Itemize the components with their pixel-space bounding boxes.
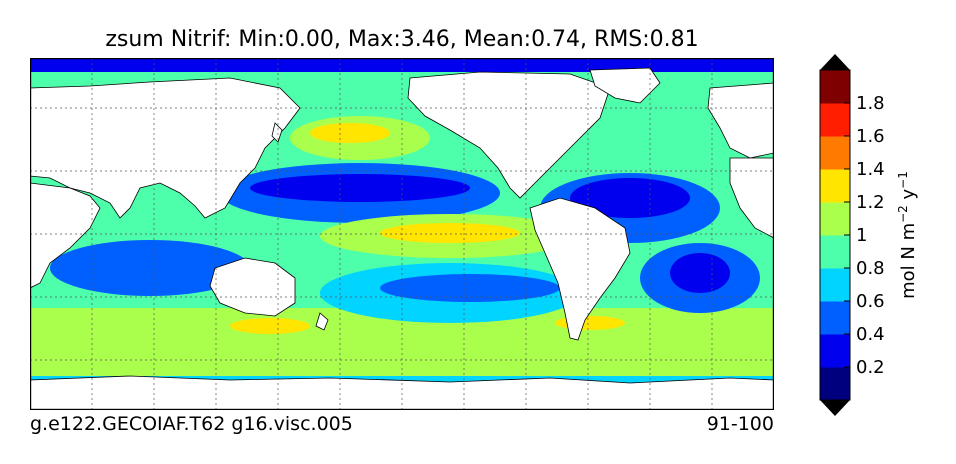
colorbar-swatch [820,70,850,104]
colorbar-extend-max [820,54,850,70]
ocean-map [30,58,774,410]
colorbar-swatch [820,202,850,236]
colorbar-swatch [820,136,850,170]
unit-mid: y [898,188,919,205]
colorbar-tick-label: 0.6 [856,291,885,312]
colorbar-tick-label: 1.2 [856,192,885,213]
land-australia [209,257,296,317]
colorbar-swatch [820,169,850,203]
south-atlantic-gyre-core [670,253,730,293]
years-label: 91-100 [706,413,774,435]
colorbar-tick-label: 0.8 [856,258,885,279]
land-japan [271,122,283,143]
colorbar-swatch [820,268,850,302]
southern-patch-2 [555,316,625,330]
case-name-label: g.e122.GECOIAF.T62 g16.visc.005 [30,413,353,435]
colorbar-extend-min [820,400,850,416]
land-north-america [407,71,611,199]
colorbar-tick-label: 1 [856,225,867,246]
land-south-america [529,197,631,341]
equatorial-pacific-core [380,223,520,243]
map-frame [30,58,774,410]
land-eurasia [30,77,301,219]
colorbar-swatch [820,334,850,368]
unit-main: mol N m [898,223,919,299]
colorbar-tick-label: 1.6 [856,126,885,147]
land-new-zealand [315,312,329,331]
southern-patch-1 [230,318,310,334]
colorbar-ticks: 0.2 0.4 0.6 0.8 1 1.2 1.4 1.6 1.8 [844,93,885,378]
colorbar: 0.2 0.4 0.6 0.8 1 1.2 1.4 1.6 1.8 mol N m−2 y−1 [819,54,919,416]
land-africa [30,182,101,289]
indian-ocean-gyre [50,240,250,296]
colorbar-swatch [820,301,850,335]
north-atlantic-gyre-core [570,178,690,218]
unit-exp1: −2 [896,205,910,223]
colorbar-swatch [820,103,850,137]
colorbar-tick-label: 1.8 [856,93,885,114]
colorbar-swatch [820,235,850,269]
map-gridlines [30,58,774,410]
colorbar-tick-label: 0.2 [856,357,885,378]
colorbar-unit-label: mol N m−2 y−1 [896,171,919,299]
colorbar-tick-label: 0.4 [856,324,885,345]
colorbar-swatch [820,367,850,401]
subpolar-pacific-core [310,123,390,143]
land-africa-right [729,157,774,239]
north-pacific-gyre-core [250,174,470,202]
south-pacific-gyre-core [380,274,560,302]
land-europe-right [707,82,774,159]
colorbar-tick-label: 1.4 [856,159,885,180]
map-title: zsum Nitrif: Min:0.00, Max:3.46, Mean:0.… [105,27,699,52]
unit-exp2: −1 [896,171,910,189]
